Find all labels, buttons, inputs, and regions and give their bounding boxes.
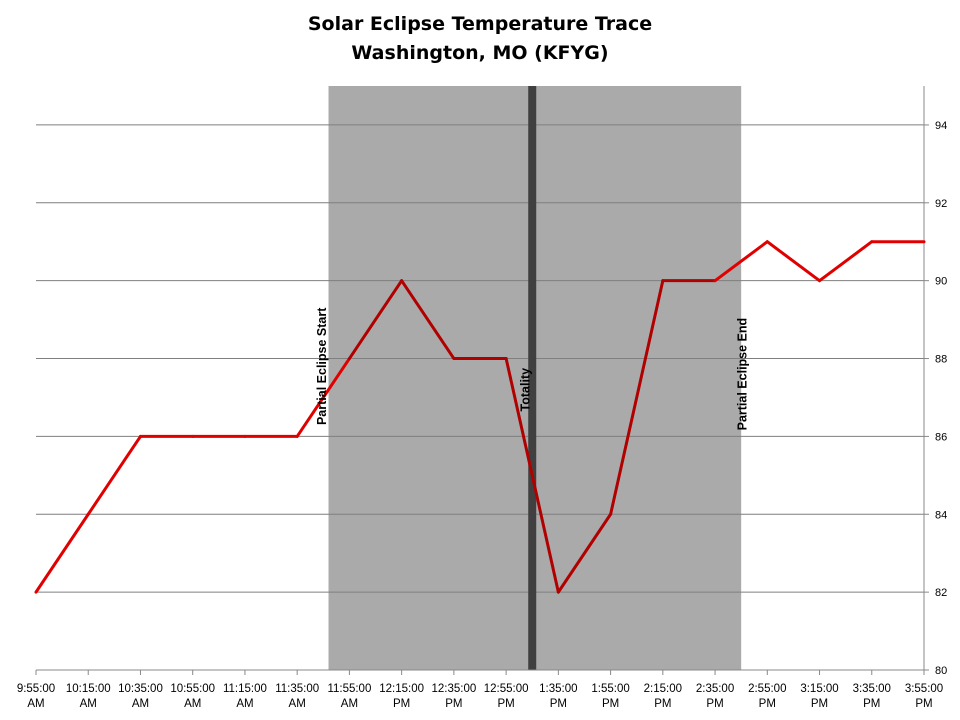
x-tick-label: 2:55:00 PM xyxy=(748,683,786,710)
x-tick-label: 11:15:00 AM xyxy=(223,683,267,710)
y-tick-label: 82 xyxy=(935,587,947,599)
x-tick-label: 3:35:00 PM xyxy=(853,683,891,710)
temperature-line-segment xyxy=(818,240,874,283)
temperature-line-segment xyxy=(34,512,90,594)
x-tick-label: 10:55:00 AM xyxy=(170,683,215,710)
totality-marker xyxy=(528,86,537,670)
y-tick-label: 86 xyxy=(935,431,947,443)
annotation-totality: Totality xyxy=(519,368,533,412)
annotation-partial-start: Partial Eclipse Start xyxy=(315,307,329,425)
x-tick-label: 1:55:00 PM xyxy=(591,683,629,710)
temperature-line-segment xyxy=(713,240,769,283)
x-tick-label: 11:55:00 AM xyxy=(327,683,371,710)
y-tick-label: 80 xyxy=(935,665,947,677)
chart-title: Solar Eclipse Temperature Trace xyxy=(307,13,653,35)
temperature-line-segment xyxy=(556,512,613,594)
x-tick-label: 10:15:00 AM xyxy=(66,683,111,710)
x-tick-label: 1:35:00 PM xyxy=(539,683,577,710)
x-tick-label: 12:15:00 PM xyxy=(379,683,424,710)
x-tick-label: 12:35:00 PM xyxy=(431,683,476,710)
x-tick-label: 2:15:00 PM xyxy=(644,683,682,710)
temperature-line-segment xyxy=(765,240,822,283)
chart-title-block: Solar Eclipse Temperature Trace Washingt… xyxy=(0,10,960,68)
x-tick-label: 11:35:00 AM xyxy=(275,683,319,710)
temperature-line-segment xyxy=(347,279,404,361)
temperature-line-segment xyxy=(400,279,456,361)
x-tick-label: 9:55:00 AM xyxy=(17,683,55,710)
x-tick-label: 3:55:00 PM xyxy=(905,683,943,710)
annotation-partial-end: Partial Eclipse End xyxy=(735,318,749,431)
y-tick-label: 94 xyxy=(935,120,947,132)
y-tick-label: 90 xyxy=(935,276,947,288)
temperature-line-segment xyxy=(504,357,560,594)
x-tick-label: 3:15:00 PM xyxy=(800,683,838,710)
x-tick-label: 12:55:00 PM xyxy=(484,683,529,710)
y-tick-label: 92 xyxy=(935,198,947,210)
temperature-line-segment xyxy=(609,279,665,516)
temperature-line-segment xyxy=(86,434,142,516)
chart-subtitle: Washington, MO (KFYG) xyxy=(351,42,609,64)
x-tick-label: 10:35:00 AM xyxy=(118,683,163,710)
x-tick-label: 2:35:00 PM xyxy=(696,683,734,710)
y-tick-label: 84 xyxy=(935,509,947,521)
temperature-line-segment xyxy=(295,357,351,438)
y-tick-label: 88 xyxy=(935,354,947,366)
